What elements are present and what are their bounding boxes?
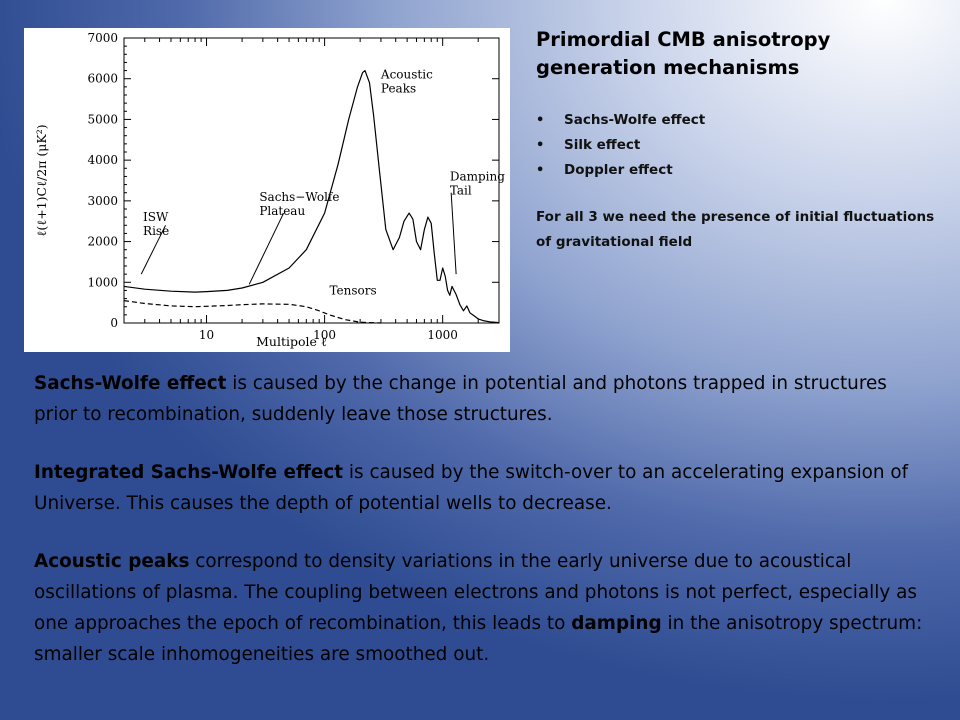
paragraph-sachs-wolfe: Sachs-Wolfe effect is caused by the chan… [34, 368, 934, 430]
x-tick-label: 1000 [427, 328, 458, 342]
list-item: • Doppler effect [536, 158, 946, 183]
term: Sachs-Wolfe effect [34, 373, 227, 394]
annotation-pointer [140, 225, 167, 275]
plot-frame [123, 37, 500, 324]
y-tick-label: 4000 [87, 153, 118, 167]
side-panel: Primordial CMB anisotropy generation mec… [536, 26, 946, 255]
chart-svg: 0 1000 2000 3000 4000 5000 6000 7000 10 100 1000 Mu… [34, 31, 505, 349]
list-item-label: Doppler effect [564, 162, 673, 178]
y-tick-label: 2000 [87, 235, 118, 249]
y-tick-label: 1000 [87, 275, 118, 289]
paragraph-text: correspond to density variations in the … [34, 551, 917, 634]
term: Integrated Sachs-Wolfe effect [34, 462, 344, 483]
annotation-label: Tail [450, 184, 472, 198]
y-tick-label: 0 [110, 316, 118, 330]
paragraph-text: in the anisotropy spectrum: smaller scal… [34, 613, 923, 665]
annotation-label: Tensors [329, 284, 376, 298]
bullet-icon: • [536, 163, 545, 178]
paragraph-integrated-sachs-wolfe: Integrated Sachs-Wolfe effect is caused … [34, 457, 934, 519]
cmb-power-spectrum-chart: 0 1000 2000 3000 4000 5000 6000 7000 10 100 1000 Mu… [24, 28, 510, 352]
list-item-label: Sachs-Wolfe effect [564, 112, 706, 128]
annotation-label: Sachs−Wolfe [259, 190, 339, 204]
annotation-pointer [248, 212, 285, 285]
annotation-label: Plateau [259, 204, 305, 218]
annotation-label: Peaks [381, 82, 416, 96]
annotation-pointer [450, 192, 457, 275]
y-tick-label: 6000 [87, 72, 118, 86]
list-item-label: Silk effect [564, 137, 641, 153]
explanation-text: Sachs-Wolfe effect is caused by the chan… [34, 368, 934, 697]
list-item: • Silk effect [536, 133, 946, 158]
tensors-curve [123, 300, 381, 324]
x-tick-label: 100 [313, 328, 336, 342]
annotation-label: Acoustic [380, 68, 433, 82]
list-item: • Sachs-Wolfe effect [536, 108, 946, 133]
scalar-power-spectrum-line [123, 69, 500, 324]
x-tick-label: 10 [199, 328, 214, 342]
y-tick-label: 5000 [87, 112, 118, 126]
y-tick-label: 7000 [87, 31, 118, 45]
annotation-label: Rise [143, 224, 169, 238]
x-axis-label: Multipole ℓ [256, 334, 327, 349]
y-tick-label: 3000 [87, 194, 118, 208]
paragraph-text: is caused by the change in potential and… [34, 373, 887, 425]
term: damping [571, 613, 662, 634]
y-axis-label: ℓ(ℓ+1)Cℓ/2π (μK²) [34, 124, 49, 236]
annotation-label: ISW [143, 210, 169, 224]
paragraph-acoustic-peaks: Acoustic peaks correspond to density var… [34, 546, 934, 670]
side-note: For all 3 we need the presence of initia… [536, 209, 935, 250]
bullet-icon: • [536, 113, 545, 128]
term: Acoustic peaks [34, 551, 190, 572]
bullet-icon: • [536, 138, 545, 153]
annotation-label: Damping [450, 170, 505, 184]
side-title: Primordial CMB anisotropy generation mec… [536, 28, 831, 79]
mechanism-list: • Sachs-Wolfe effect • Silk effect • Dopple… [536, 108, 946, 183]
paragraph-text: is caused by the switch-over to an accel… [34, 462, 909, 514]
